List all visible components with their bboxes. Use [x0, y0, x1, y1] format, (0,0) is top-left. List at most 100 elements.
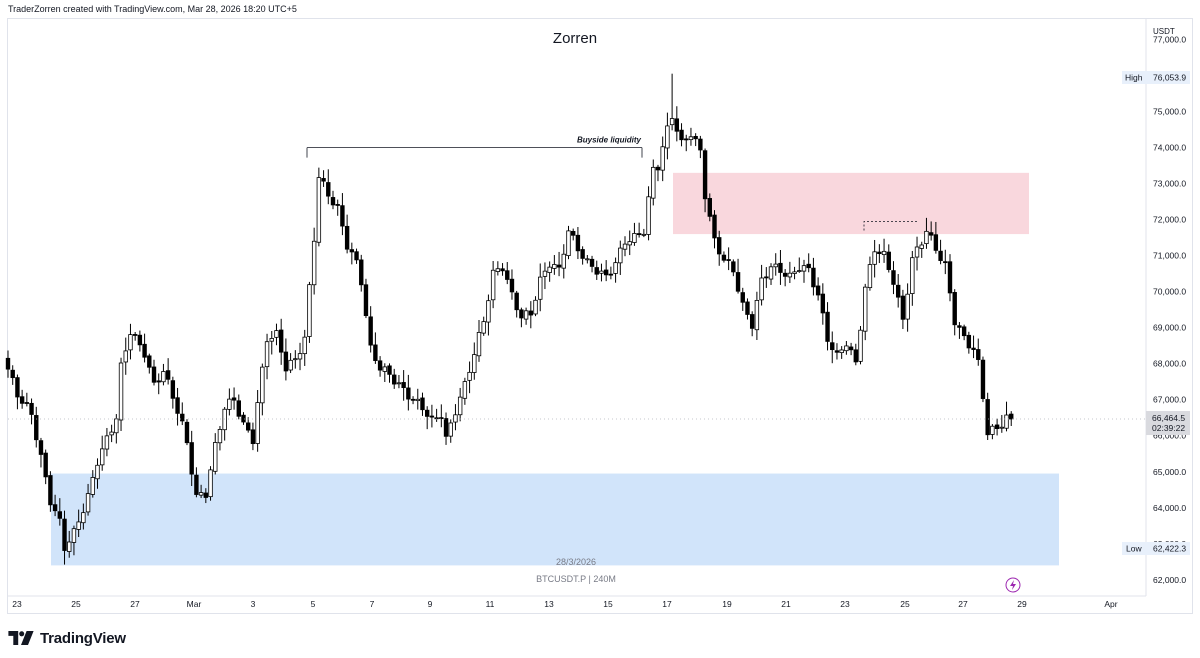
candle-up[interactable]: [688, 136, 694, 141]
candle-up[interactable]: [533, 299, 538, 315]
candle-down[interactable]: [528, 310, 534, 316]
candle-up[interactable]: [990, 425, 995, 435]
candle-up[interactable]: [217, 429, 223, 444]
candle-down[interactable]: [19, 396, 25, 404]
candle-up[interactable]: [472, 354, 477, 373]
candle-up[interactable]: [85, 493, 91, 513]
candle-up[interactable]: [118, 362, 124, 421]
candle-down[interactable]: [184, 421, 190, 444]
candle-down[interactable]: [980, 359, 986, 399]
candle-down[interactable]: [514, 292, 519, 311]
candle-up[interactable]: [288, 359, 293, 371]
candle-down[interactable]: [335, 204, 340, 206]
candle-down[interactable]: [406, 387, 411, 400]
candle-up[interactable]: [255, 402, 260, 444]
candle-down[interactable]: [749, 314, 755, 329]
candle-down[interactable]: [326, 182, 331, 197]
candle-down[interactable]: [698, 138, 703, 151]
candle-down[interactable]: [580, 249, 585, 259]
candle-down[interactable]: [359, 259, 364, 286]
candle-down[interactable]: [848, 346, 854, 351]
candle-down[interactable]: [180, 413, 185, 422]
candle-down[interactable]: [392, 374, 397, 385]
candle-down[interactable]: [151, 366, 157, 383]
candle-up[interactable]: [632, 233, 637, 243]
candle-down[interactable]: [377, 360, 383, 371]
candle-down[interactable]: [236, 400, 241, 417]
candle-down[interactable]: [137, 334, 143, 346]
candle-up[interactable]: [660, 146, 665, 171]
candle-up[interactable]: [81, 512, 86, 524]
candle-down[interactable]: [321, 178, 326, 182]
candle-up[interactable]: [227, 398, 232, 410]
candle-up[interactable]: [872, 251, 877, 265]
candle-up[interactable]: [467, 371, 472, 381]
candle-down[interactable]: [684, 138, 689, 141]
candle-up[interactable]: [95, 464, 100, 480]
candle-up[interactable]: [773, 263, 778, 268]
candle-down[interactable]: [38, 440, 44, 455]
candle-up[interactable]: [495, 268, 501, 272]
candle-up[interactable]: [307, 284, 312, 337]
candle-up[interactable]: [839, 349, 844, 354]
candle-up[interactable]: [910, 257, 915, 294]
candle-up[interactable]: [316, 177, 322, 243]
candle-down[interactable]: [877, 251, 882, 254]
candle-up[interactable]: [613, 262, 618, 274]
candle-down[interactable]: [278, 329, 284, 353]
supply-zone[interactable]: [673, 172, 1029, 235]
candle-down[interactable]: [556, 264, 562, 268]
candle-down[interactable]: [636, 233, 642, 236]
candle-down[interactable]: [933, 234, 939, 251]
candle-up[interactable]: [476, 331, 482, 357]
candle-down[interactable]: [34, 415, 39, 441]
candle-down[interactable]: [895, 284, 901, 298]
candle-up[interactable]: [523, 310, 529, 320]
candle-up[interactable]: [457, 396, 463, 416]
candle-down[interactable]: [165, 370, 171, 380]
candle-up[interactable]: [90, 477, 95, 495]
candle-down[interactable]: [250, 429, 256, 445]
candle-down[interactable]: [811, 267, 816, 288]
candle-down[interactable]: [726, 259, 731, 261]
candle-down[interactable]: [674, 118, 680, 132]
candle-down[interactable]: [679, 129, 684, 141]
candle-up[interactable]: [787, 272, 793, 278]
candle-down[interactable]: [971, 347, 976, 350]
candle-down[interactable]: [886, 251, 891, 270]
candle-up[interactable]: [396, 382, 402, 385]
candle-up[interactable]: [669, 118, 675, 126]
candle-up[interactable]: [293, 358, 298, 361]
candle-down[interactable]: [815, 285, 821, 296]
candle-down[interactable]: [52, 504, 58, 512]
candle-up[interactable]: [867, 264, 873, 289]
lightning-icon[interactable]: [1005, 577, 1021, 593]
candle-up[interactable]: [481, 321, 486, 334]
candle-up[interactable]: [415, 398, 420, 402]
candle-up[interactable]: [585, 258, 590, 261]
candle-down[interactable]: [330, 197, 336, 206]
candle-down[interactable]: [1009, 413, 1014, 420]
candle-up[interactable]: [618, 247, 623, 264]
candle-down[interactable]: [43, 452, 48, 478]
candle-down[interactable]: [571, 230, 576, 236]
candle-down[interactable]: [363, 284, 369, 316]
candle-down[interactable]: [966, 334, 972, 349]
candle-up[interactable]: [641, 233, 647, 236]
candle-down[interactable]: [29, 402, 34, 415]
candle-down[interactable]: [283, 351, 289, 372]
candle-down[interactable]: [170, 380, 176, 399]
candle-down[interactable]: [952, 292, 957, 326]
candle-down[interactable]: [994, 424, 1000, 430]
candle-up[interactable]: [622, 243, 628, 250]
candle-down[interactable]: [712, 214, 717, 239]
candle-down[interactable]: [429, 415, 435, 418]
candle-down[interactable]: [401, 382, 406, 389]
candle-down[interactable]: [976, 349, 981, 360]
candle-down[interactable]: [575, 234, 581, 252]
candle-down[interactable]: [985, 399, 990, 436]
candle-up[interactable]: [914, 246, 920, 258]
candle-down[interactable]: [693, 136, 698, 140]
candle-down[interactable]: [15, 377, 20, 398]
